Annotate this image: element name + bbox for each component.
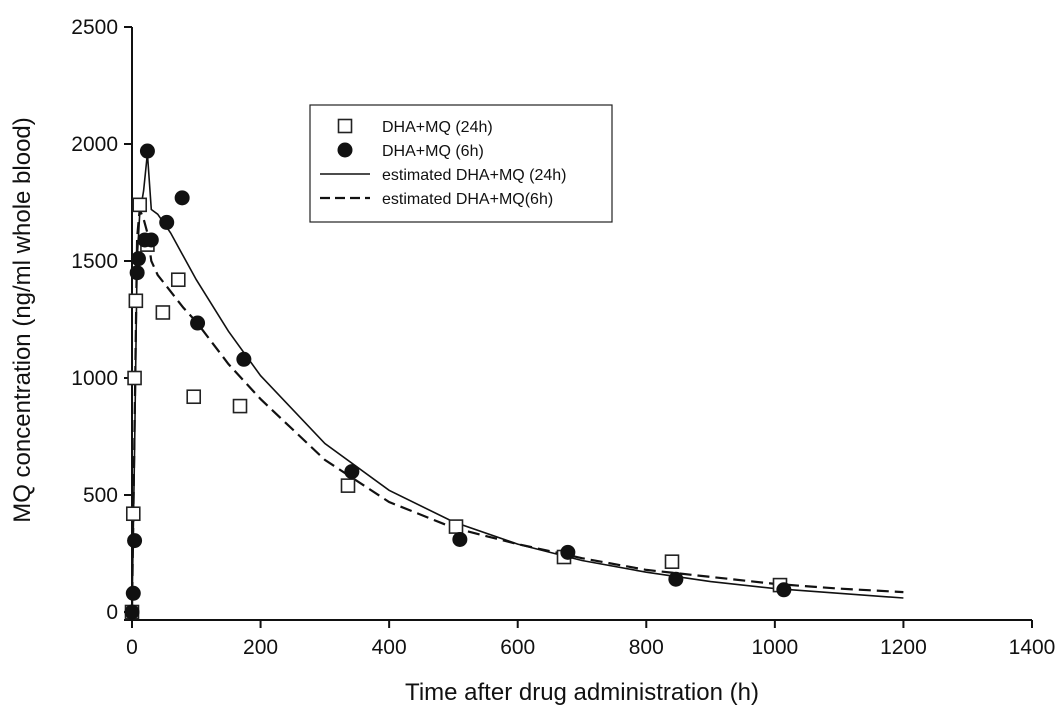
axes: 0 500 1000 1500 2000 2500 0 200 400 600 800 1000 120… xyxy=(71,16,1055,659)
y-tick-label: 1000 xyxy=(71,367,118,390)
series-dha-mq-24h xyxy=(124,197,788,620)
data-point xyxy=(236,351,252,367)
legend-marker xyxy=(337,118,353,134)
legend-box xyxy=(309,104,613,223)
data-point xyxy=(344,464,360,480)
x-tick-label: 0 xyxy=(126,636,138,659)
legend-label: DHA+MQ (24h) xyxy=(382,119,493,136)
y-tick-label: 0 xyxy=(106,601,118,624)
data-point xyxy=(560,544,576,560)
data-point xyxy=(130,251,146,267)
legend-item: DHA+MQ (24h) xyxy=(337,118,493,136)
data-point xyxy=(125,585,141,601)
legend-item: DHA+MQ (6h) xyxy=(337,142,484,160)
data-point xyxy=(174,190,190,206)
legend-item: estimated DHA+MQ (24h) xyxy=(320,167,567,184)
x-tick-label: 600 xyxy=(500,636,535,659)
series-layer xyxy=(124,143,904,620)
data-point xyxy=(452,531,468,547)
data-point xyxy=(132,197,148,213)
series-line xyxy=(130,209,904,613)
y-tick-label: 500 xyxy=(83,484,118,507)
data-point xyxy=(124,604,140,620)
x-tick-label: 400 xyxy=(372,636,407,659)
x-tick-label: 1200 xyxy=(880,636,927,659)
data-point xyxy=(125,506,141,522)
data-point xyxy=(139,143,155,159)
data-point xyxy=(159,214,175,230)
data-point xyxy=(155,305,171,320)
data-point xyxy=(170,272,186,288)
data-point xyxy=(776,582,792,598)
data-point xyxy=(143,232,159,248)
data-point xyxy=(668,571,684,587)
legend-label: estimated DHA+MQ(6h) xyxy=(382,191,553,208)
data-point xyxy=(129,265,145,281)
legend: DHA+MQ (24h) DHA+MQ (6h) estimated DHA+MQ … xyxy=(309,104,613,223)
data-point xyxy=(186,389,202,405)
data-point xyxy=(128,293,144,309)
y-tick-label: 1500 xyxy=(71,250,118,273)
x-tick-label: 800 xyxy=(629,636,664,659)
data-point xyxy=(664,554,680,569)
legend-marker xyxy=(337,142,353,158)
legend-item: estimated DHA+MQ(6h) xyxy=(320,191,553,208)
data-point xyxy=(448,519,464,534)
legend-label: estimated DHA+MQ (24h) xyxy=(382,167,567,184)
series-estimated-6h xyxy=(130,209,904,613)
data-point xyxy=(232,398,248,414)
y-tick-label: 2000 xyxy=(71,133,118,156)
x-axis-title: Time after drug administration (h) xyxy=(405,679,759,705)
legend-label: DHA+MQ (6h) xyxy=(382,143,484,160)
x-tick-label: 1000 xyxy=(751,636,798,659)
data-point xyxy=(127,370,142,386)
data-point xyxy=(190,315,206,331)
x-tick-label: 1400 xyxy=(1009,636,1056,659)
series-dha-mq-6h xyxy=(124,143,792,620)
x-tick-label: 200 xyxy=(243,636,278,659)
y-axis-title: MQ concentration (ng/ml whole blood) xyxy=(9,117,36,523)
data-point xyxy=(340,478,356,493)
data-point xyxy=(127,533,143,549)
y-tick-label: 2500 xyxy=(71,16,118,39)
